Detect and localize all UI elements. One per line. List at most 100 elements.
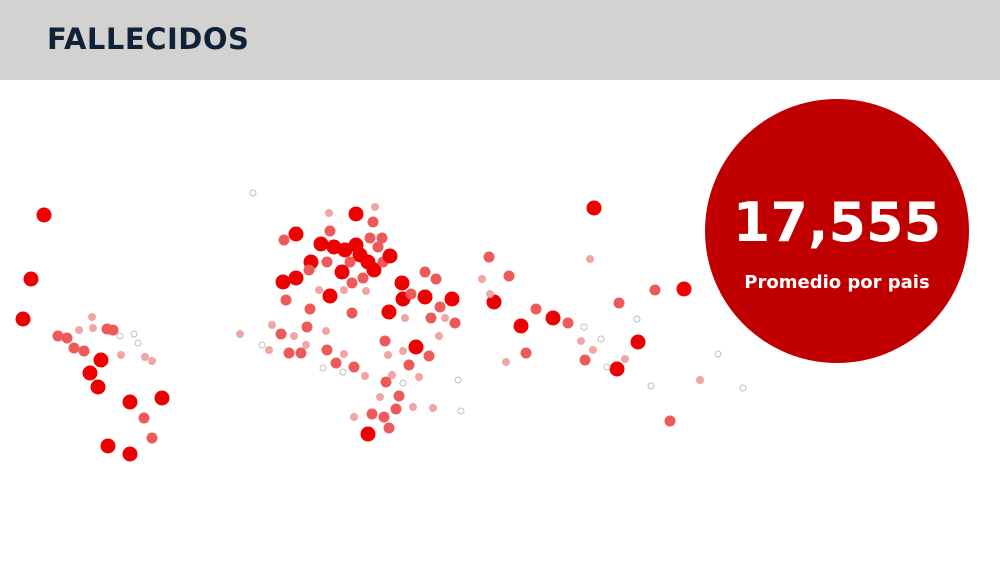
country-marker — [621, 355, 629, 363]
country-marker — [415, 373, 423, 381]
country-marker — [376, 393, 384, 401]
country-marker — [366, 408, 378, 420]
country-marker — [419, 266, 431, 278]
country-marker — [579, 354, 591, 366]
country-marker — [586, 200, 602, 216]
country-marker — [36, 207, 52, 223]
country-marker — [405, 288, 417, 300]
country-marker — [502, 358, 510, 366]
country-marker — [93, 352, 109, 368]
country-marker — [275, 328, 287, 340]
country-marker — [322, 327, 330, 335]
country-marker — [324, 225, 336, 237]
country-marker — [360, 426, 376, 442]
country-marker — [130, 330, 138, 338]
country-marker — [90, 379, 106, 395]
country-marker — [586, 255, 594, 263]
country-marker — [478, 275, 486, 283]
country-marker — [361, 372, 369, 380]
country-marker — [388, 371, 396, 379]
country-marker — [696, 376, 704, 384]
country-marker — [486, 294, 502, 310]
page-title: FALLECIDOS — [47, 22, 250, 56]
country-marker — [520, 347, 532, 359]
country-marker — [348, 206, 364, 222]
country-marker — [15, 311, 31, 327]
country-marker — [449, 317, 461, 329]
country-marker — [283, 347, 295, 359]
country-marker — [23, 271, 39, 287]
country-marker — [278, 234, 290, 246]
country-marker — [441, 314, 449, 322]
country-marker — [382, 248, 398, 264]
country-marker — [290, 332, 298, 340]
country-marker — [676, 281, 692, 297]
country-marker — [302, 341, 310, 349]
country-marker — [399, 379, 407, 387]
country-marker — [401, 314, 409, 322]
country-marker — [301, 321, 313, 333]
country-marker — [530, 303, 542, 315]
country-marker — [630, 334, 646, 350]
country-marker — [403, 359, 415, 371]
country-marker — [423, 350, 435, 362]
country-marker — [513, 318, 529, 334]
country-marker — [249, 189, 257, 197]
country-marker — [122, 446, 138, 462]
stat-value: 17,555 — [732, 191, 942, 254]
country-marker — [330, 357, 342, 369]
country-marker — [295, 347, 307, 359]
country-marker — [339, 368, 347, 376]
country-marker — [409, 403, 417, 411]
country-marker — [344, 256, 356, 268]
country-marker — [486, 290, 494, 298]
country-marker — [545, 310, 561, 326]
average-stat-circle: 17,555 Promedio por pais — [705, 99, 969, 363]
country-marker — [258, 341, 266, 349]
country-marker — [148, 357, 156, 365]
country-marker — [280, 294, 292, 306]
country-marker — [390, 403, 402, 415]
country-marker — [434, 301, 446, 313]
country-marker — [379, 335, 391, 347]
country-marker — [268, 321, 276, 329]
country-marker — [288, 226, 304, 242]
country-marker — [647, 382, 655, 390]
country-marker — [346, 277, 358, 289]
country-marker — [52, 330, 64, 342]
country-marker — [117, 351, 125, 359]
country-marker — [577, 337, 585, 345]
country-marker — [372, 241, 384, 253]
country-marker — [739, 384, 747, 392]
country-marker — [141, 353, 149, 361]
country-marker — [350, 413, 358, 421]
country-marker — [371, 203, 379, 211]
country-marker — [340, 286, 348, 294]
country-marker — [334, 264, 350, 280]
country-marker — [315, 286, 323, 294]
country-marker — [714, 350, 722, 358]
country-marker — [393, 390, 405, 402]
country-marker — [340, 350, 348, 358]
country-marker — [304, 303, 316, 315]
country-marker — [303, 264, 315, 276]
country-marker — [89, 324, 97, 332]
country-marker — [380, 376, 392, 388]
country-marker — [362, 287, 370, 295]
country-marker — [78, 345, 90, 357]
country-marker — [589, 346, 597, 354]
country-marker — [381, 304, 397, 320]
country-marker — [134, 339, 142, 347]
country-marker — [82, 365, 98, 381]
country-marker — [348, 361, 360, 373]
country-marker — [313, 236, 329, 252]
country-marker — [383, 422, 395, 434]
country-marker — [116, 332, 124, 340]
country-marker — [430, 273, 442, 285]
country-marker — [376, 232, 388, 244]
country-marker — [417, 289, 433, 305]
country-marker — [597, 335, 605, 343]
country-marker — [288, 270, 304, 286]
country-marker — [346, 307, 358, 319]
